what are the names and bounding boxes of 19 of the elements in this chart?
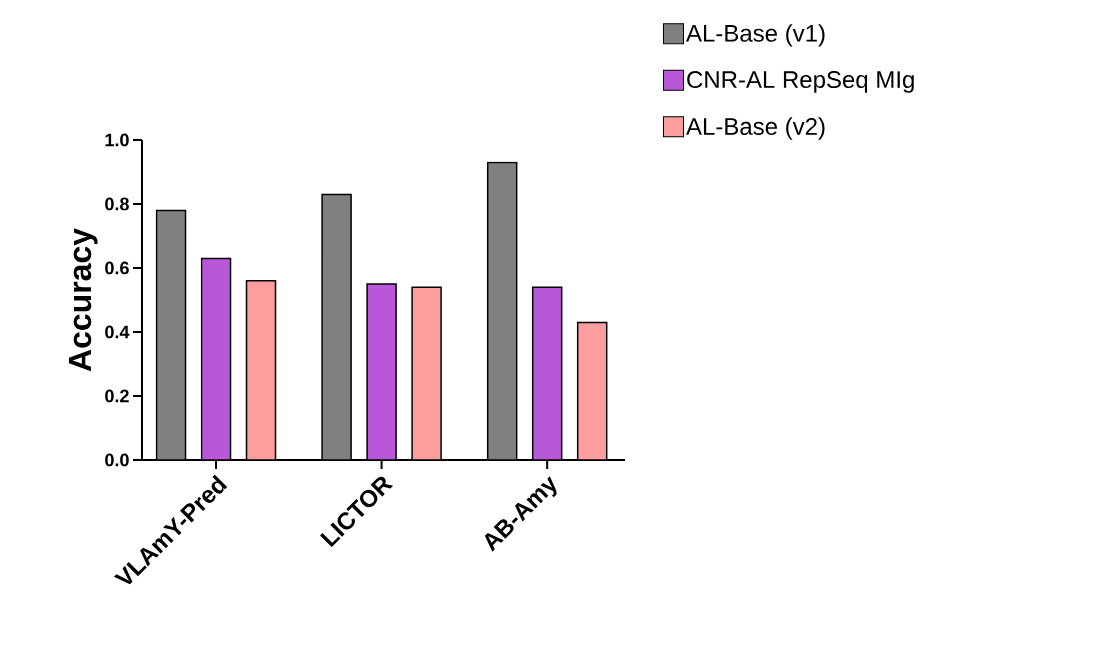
bar — [531, 286, 563, 460]
bar — [486, 161, 518, 460]
legend-label: CNR-AL RepSeq MIg — [687, 71, 914, 93]
bar — [411, 286, 442, 460]
legend-label: AL-Base (v2) — [686, 117, 825, 140]
y-tick-label: 0.8 — [105, 197, 129, 211]
bar — [321, 193, 352, 460]
legend-label: AL-Base (v1) — [686, 24, 825, 47]
bar — [155, 209, 187, 460]
y-tick-label: 0.4 — [105, 325, 130, 339]
bar — [366, 283, 397, 460]
y-tick-label: 0.0 — [105, 453, 129, 467]
y-axis-title: Accuracy — [68, 228, 98, 372]
bar — [200, 257, 232, 460]
y-tick-label: 0.2 — [105, 389, 129, 403]
bar — [245, 280, 277, 460]
y-tick-label: 1.0 — [105, 133, 129, 147]
y-tick-label: 0.6 — [105, 261, 129, 275]
bar — [576, 321, 608, 460]
